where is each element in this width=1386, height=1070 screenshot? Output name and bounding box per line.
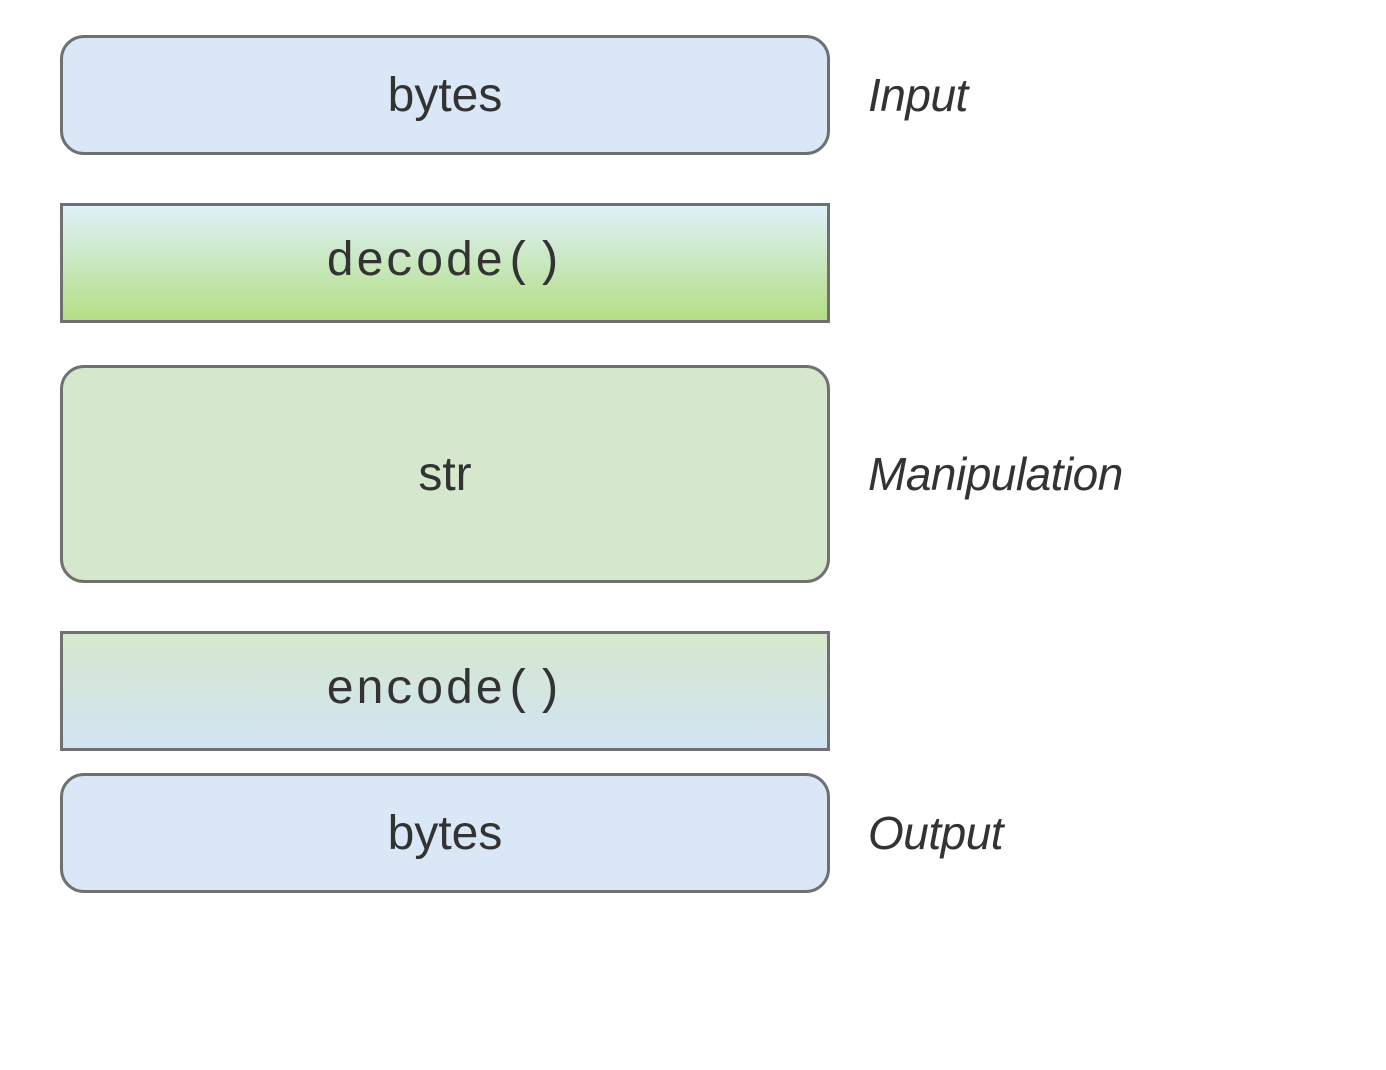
row-decode: decode() <box>60 203 1340 323</box>
box-bytes-input: bytes <box>60 35 830 155</box>
row-encode: encode() <box>60 631 1340 751</box>
label-output: Output <box>868 806 1003 860</box>
label-manipulation: Manipulation <box>868 447 1123 501</box>
box-encode-text: encode() <box>326 664 564 718</box>
diagram-container: bytes Input decode() str Manipulation en… <box>60 35 1340 893</box>
label-input: Input <box>868 68 968 122</box>
row-bytes-input: bytes Input <box>60 35 1340 155</box>
row-bytes-output: bytes Output <box>60 773 1340 893</box>
box-decode: decode() <box>60 203 830 323</box>
box-str-text: str <box>418 447 471 502</box>
box-decode-text: decode() <box>326 236 564 290</box>
box-encode: encode() <box>60 631 830 751</box>
box-bytes-input-text: bytes <box>388 68 503 123</box>
box-bytes-output: bytes <box>60 773 830 893</box>
row-str: str Manipulation <box>60 365 1340 583</box>
box-bytes-output-text: bytes <box>388 806 503 861</box>
box-str: str <box>60 365 830 583</box>
